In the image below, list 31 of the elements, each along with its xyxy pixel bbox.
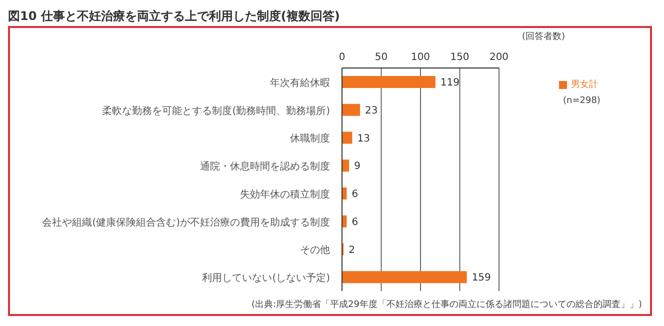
y-tick-label: 年次有給休暇 xyxy=(270,76,330,89)
data-label: 119 xyxy=(440,78,460,89)
bar xyxy=(342,76,436,88)
x-tick-label: 200 xyxy=(489,52,509,63)
y-tick-label: 通院・休息時間を認める制度 xyxy=(200,160,330,173)
bar xyxy=(342,104,360,116)
data-label: 13 xyxy=(357,133,370,144)
legend-label: 男女計 xyxy=(571,80,598,90)
bar xyxy=(342,132,352,144)
data-label: 9 xyxy=(354,161,360,172)
data-label: 6 xyxy=(352,189,358,200)
data-label: 2 xyxy=(348,244,355,256)
y-tick-label: 利用していない(しない予定) xyxy=(202,272,330,284)
y-tick-label: 休職制度 xyxy=(290,132,330,145)
x-tick-label: 150 xyxy=(450,52,470,63)
y-tick-label: その他 xyxy=(300,244,330,256)
x-tick-label: 100 xyxy=(410,52,430,63)
data-label: 159 xyxy=(472,272,491,284)
data-label: 23 xyxy=(365,105,378,116)
y-tick-label: 失効年休の積立制度 xyxy=(240,188,330,200)
x-tick-label: 50 xyxy=(374,52,388,63)
y-tick-label: 柔軟な勤務を可能とする制度(勤務時間、勤務場所) xyxy=(102,104,330,117)
x-axis-title: (回答者数) xyxy=(522,30,566,43)
text: 図10 仕事と不妊治療を両立する上で利用した制度(複数回答) xyxy=(8,8,341,25)
bar xyxy=(342,160,350,172)
data-label: 6 xyxy=(352,216,358,228)
x-tick-label: 0 xyxy=(338,52,346,63)
text: (出典:厚生労働省「平成29年度「不妊治療と仕事の両立に係る諸問題についての総合的調査」」) xyxy=(251,298,642,311)
text: (n=298) xyxy=(563,96,600,106)
bar xyxy=(342,271,467,284)
y-tick-label: 会社や組織(健康保険組合含む)が不妊治療の費用を助成する制度 xyxy=(42,216,330,228)
